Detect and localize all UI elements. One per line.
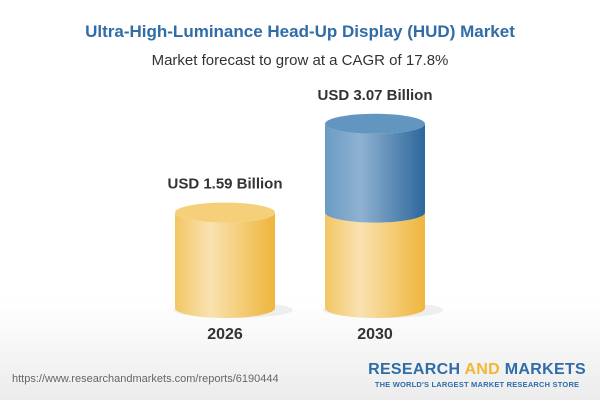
cylinder-2026-top: [175, 202, 275, 223]
chart-title: Ultra-High-Luminance Head-Up Display (HU…: [85, 22, 515, 41]
data-label: USD 1.59 Billion: [167, 176, 282, 193]
chart-subtitle: Market forecast to grow at a CAGR of 17.…: [151, 52, 449, 69]
cylinder-2030-growth-top: [325, 113, 425, 134]
research-and-markets-logo: RESEARCH AND MARKETS THE WORLD'S LARGEST…: [368, 361, 586, 389]
data-label: USD 3.07 Billion: [317, 87, 432, 104]
cylinder-2030-growth-body: [325, 123, 425, 223]
cylinder-2030-base-body: [325, 212, 425, 318]
cylinder-2026-body: [175, 212, 275, 318]
category-label: 2030: [357, 326, 393, 343]
category-label: 2026: [207, 326, 243, 343]
source-url[interactable]: https://www.researchandmarkets.com/repor…: [12, 373, 279, 385]
